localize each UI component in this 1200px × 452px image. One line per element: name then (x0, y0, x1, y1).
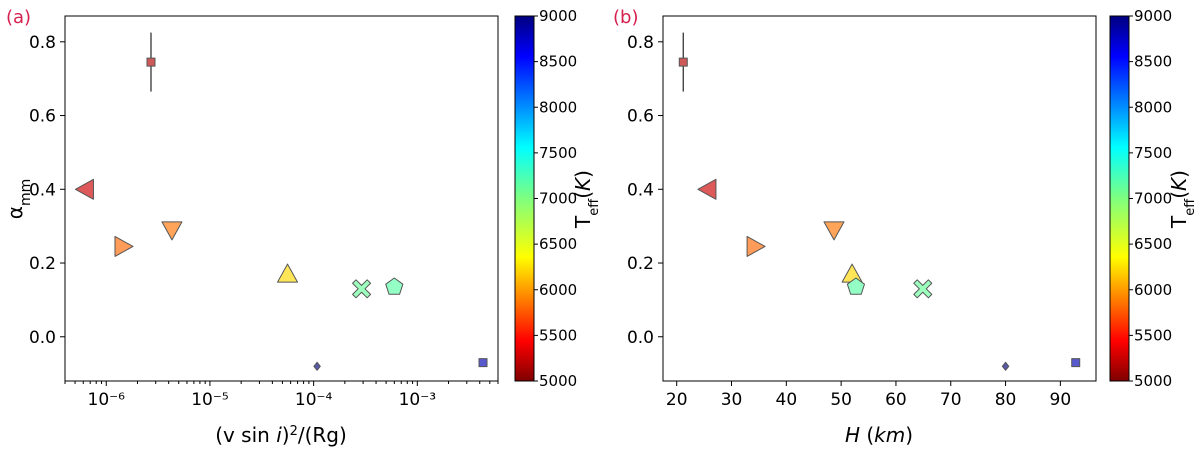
y-tick-label: 0.0 (29, 328, 56, 348)
data-point-triangle-down (823, 221, 845, 241)
colorbar-tick-label: 8000 (539, 98, 577, 116)
colorbar-tick-label: 5500 (539, 326, 577, 344)
colorbar-tick-label: 7000 (1134, 190, 1172, 208)
y-tick-label: 0.6 (29, 107, 56, 127)
colorbar-tick-label: 7000 (539, 190, 577, 208)
x-tick-label: 60 (885, 390, 907, 410)
data-point-pentagon (385, 277, 404, 295)
data-point-triangle-left (74, 178, 94, 200)
panel-b-label: (b) (613, 7, 638, 28)
colorbar-tick-label: 5500 (1134, 326, 1172, 344)
data-point-triangle-down (161, 221, 183, 241)
y-tick-label: 0.2 (627, 254, 654, 274)
colorbar-tick-label: 8500 (539, 53, 577, 71)
data-point-diamond (1001, 361, 1010, 371)
x-tick-label: 30 (721, 390, 743, 410)
colorbar-tick-label: 6000 (1134, 281, 1172, 299)
x-tick-label: 10⁻⁶ (88, 390, 126, 410)
panel-a-ylabel: αmm (3, 179, 34, 219)
data-point-diamond (313, 361, 321, 371)
colorbar-tick-label: 8500 (1134, 53, 1172, 71)
colorbar-tick-label: 5000 (1134, 372, 1172, 390)
colorbar-tick-label: 9000 (1134, 7, 1172, 25)
colorbar-tick-label: 5000 (539, 372, 577, 390)
panel-b-plot-area (662, 15, 1097, 382)
data-point-x (352, 279, 372, 299)
y-tick-label: 0.8 (29, 33, 56, 53)
data-point-square (678, 57, 688, 67)
colorbar-tick-label: 6000 (539, 281, 577, 299)
x-tick-label: 10⁻⁵ (191, 390, 228, 410)
y-tick-label: 0.8 (627, 33, 654, 53)
data-point-x (913, 279, 933, 299)
x-tick-label: 10⁻³ (399, 390, 436, 410)
data-point-triangle-up (277, 263, 299, 283)
panel-a-colorbar-label: Teff(K) (571, 170, 602, 229)
x-tick-label: 90 (1050, 390, 1072, 410)
data-point-triangle-right (114, 235, 134, 257)
colorbar-tick-label: 6500 (1134, 235, 1172, 253)
panel-a-colorbar (514, 15, 535, 382)
panel-a: (a) 10⁻⁶ 10⁻⁵ 10⁻⁴ 10⁻³ 0.0 0.2 0.4 0.6 0.8 (v s… (3, 7, 602, 447)
y-tick-label: 0.4 (627, 180, 654, 200)
colorbar-tick-label: 6500 (539, 235, 577, 253)
panel-b-colorbar-label: Teff(K) (1167, 170, 1198, 229)
panel-b-colorbar (1109, 15, 1130, 382)
panel-a-plot-area (64, 15, 499, 382)
x-tick-label: 50 (830, 390, 852, 410)
x-tick-label: 80 (995, 390, 1017, 410)
x-tick-label: 70 (940, 390, 962, 410)
y-tick-label: 0.4 (29, 180, 56, 200)
colorbar-tick-label: 7500 (539, 144, 577, 162)
data-point-triangle-up (841, 263, 863, 283)
x-tick-label: 20 (666, 390, 688, 410)
data-point-square (478, 358, 488, 368)
colorbar-tick-label: 8000 (1134, 98, 1172, 116)
data-point-square (146, 57, 156, 67)
panel-a-xlabel: (v sin i)2/(Rg) (215, 423, 347, 447)
y-tick-label: 0.2 (29, 254, 56, 274)
colorbar-tick-label: 9000 (539, 7, 577, 25)
data-point-triangle-right (746, 235, 766, 257)
colorbar-tick-label: 7500 (1134, 144, 1172, 162)
panel-b: (b) 20 30 40 50 60 70 80 90 0.0 0.2 0.4 0.6 0.8 H (k… (613, 7, 1198, 447)
x-tick-label: 10⁻⁴ (295, 390, 333, 410)
data-point-triangle-left (697, 178, 717, 200)
y-tick-label: 0.0 (627, 328, 654, 348)
panel-a-label: (a) (6, 7, 31, 28)
data-point-pentagon (846, 277, 865, 295)
y-tick-label: 0.6 (627, 107, 654, 127)
data-point-square (1071, 358, 1081, 368)
panel-b-xlabel: H (km) (845, 423, 913, 447)
x-tick-label: 40 (776, 390, 798, 410)
